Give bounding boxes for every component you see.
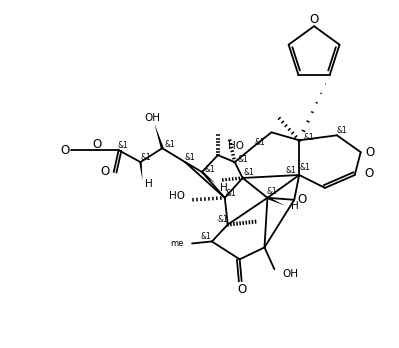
Text: &1: &1 (336, 126, 347, 135)
Text: &1: &1 (165, 140, 176, 149)
Text: &1: &1 (254, 138, 265, 147)
Polygon shape (139, 162, 142, 180)
Text: O: O (61, 144, 70, 157)
Text: &1: &1 (304, 133, 314, 142)
Text: HO: HO (228, 141, 244, 151)
Text: OH: OH (282, 269, 298, 279)
Text: H: H (291, 201, 299, 211)
Text: me: me (171, 239, 184, 248)
Text: &1: &1 (266, 187, 277, 196)
Polygon shape (201, 171, 216, 184)
Text: &1: &1 (205, 165, 215, 174)
Text: &1: &1 (286, 166, 296, 175)
Text: &1: &1 (140, 153, 151, 161)
Text: &1: &1 (243, 167, 254, 176)
Text: H: H (220, 183, 228, 193)
Text: OH: OH (144, 113, 160, 124)
Text: O: O (92, 138, 101, 151)
Polygon shape (267, 197, 285, 206)
Text: O: O (100, 165, 109, 177)
Text: &1: &1 (217, 215, 228, 224)
Text: &1: &1 (201, 232, 211, 241)
Text: O: O (237, 283, 246, 295)
Text: O: O (365, 146, 374, 159)
Text: &1: &1 (185, 153, 196, 161)
Text: H: H (144, 179, 152, 189)
Text: &1: &1 (300, 163, 310, 172)
Text: O: O (298, 193, 307, 206)
Text: &1: &1 (225, 189, 236, 198)
Text: &1: &1 (237, 155, 248, 164)
Text: O: O (364, 166, 373, 180)
Text: O: O (310, 13, 319, 26)
Text: HO: HO (169, 191, 185, 201)
Polygon shape (154, 124, 164, 149)
Text: &1: &1 (117, 141, 128, 150)
